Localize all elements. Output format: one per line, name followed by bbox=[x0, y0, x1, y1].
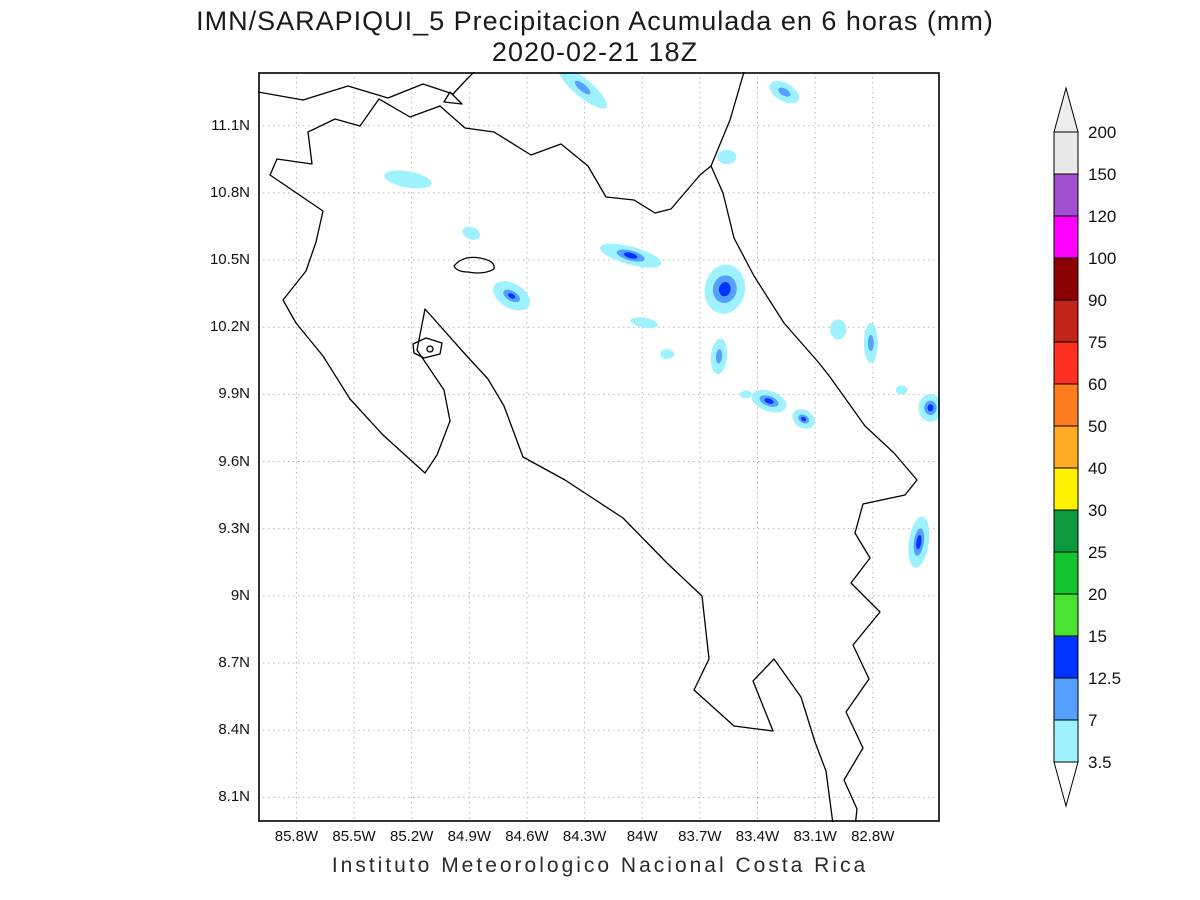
gridlines-layer bbox=[258, 72, 940, 822]
colorbar-label: 100 bbox=[1088, 249, 1116, 268]
colorbar-label: 90 bbox=[1088, 291, 1107, 310]
colorbar-label: 25 bbox=[1088, 543, 1107, 562]
colorbar-label: 120 bbox=[1088, 207, 1116, 226]
colorbar-label: 40 bbox=[1088, 459, 1107, 478]
lon-tick-label: 83.7W bbox=[678, 828, 722, 845]
precip-patch bbox=[717, 149, 737, 165]
colorbar-segment bbox=[1053, 719, 1079, 763]
colorbar-arrow-up-icon bbox=[1053, 86, 1079, 133]
isla-chira bbox=[412, 337, 443, 359]
precip-patch bbox=[384, 170, 432, 189]
lat-tick-label: 10.8N bbox=[209, 183, 250, 201]
lon-tick-label: 84W bbox=[626, 828, 658, 845]
lon-tick-label: 83.1W bbox=[793, 828, 837, 845]
precip-patch bbox=[719, 282, 731, 297]
lat-tick-label: 9N bbox=[230, 586, 250, 604]
map-frame bbox=[258, 72, 940, 822]
lake-arenal bbox=[453, 256, 495, 274]
costa-rica-outline bbox=[269, 98, 918, 822]
colorbar-arrow-down-icon bbox=[1053, 761, 1079, 808]
colorbar-label: 20 bbox=[1088, 585, 1107, 604]
colorbar-segment bbox=[1053, 383, 1079, 427]
lat-tick-label: 9.6N bbox=[218, 452, 250, 470]
colorbar-segment bbox=[1053, 635, 1079, 679]
coastline-layer bbox=[258, 72, 918, 822]
longitude-axis: 85.8W 85.5W 85.2W 84.9W 84.6W 84.3W 84W 83.7W 83… bbox=[258, 822, 940, 848]
colorbar-segment bbox=[1053, 425, 1079, 469]
costa-rica-map bbox=[258, 72, 940, 822]
colorbar-segment bbox=[1053, 551, 1079, 595]
precip-patch bbox=[778, 87, 791, 97]
lat-tick-label: 10.5N bbox=[209, 251, 250, 269]
colorbar-label: 150 bbox=[1088, 165, 1116, 184]
lon-tick-label: 85.2W bbox=[390, 828, 434, 845]
colorbar-segment bbox=[1053, 341, 1079, 385]
lat-tick-label: 9.9N bbox=[218, 385, 250, 403]
colorbar-label: 75 bbox=[1088, 333, 1107, 352]
precip-patch bbox=[916, 535, 922, 550]
latitude-axis: 11.1N 10.8N 10.5N 10.2N 9.9N 9.6N 9.3N 9N 8.7N 8.… bbox=[178, 72, 250, 822]
precip-patch bbox=[660, 349, 675, 360]
colorbar-label: 30 bbox=[1088, 501, 1107, 520]
colorbar-segment bbox=[1053, 173, 1079, 217]
lat-tick-label: 8.1N bbox=[218, 788, 250, 806]
colorbar-label: 200 bbox=[1088, 123, 1116, 142]
precip-patch bbox=[574, 80, 591, 95]
map-plot-area: 11.1N 10.8N 10.5N 10.2N 9.9N 9.6N 9.3N 9N 8.7N 8.… bbox=[210, 72, 940, 845]
precip-patch bbox=[830, 319, 847, 340]
chart-subtitle: 2020-02-21 18Z bbox=[491, 37, 699, 67]
precip-patch bbox=[895, 385, 908, 395]
lon-tick-label: 84.3W bbox=[562, 828, 607, 845]
lon-tick-label: 83.4W bbox=[735, 828, 780, 845]
precip-patch bbox=[630, 317, 658, 329]
lon-tick-label: 82.8W bbox=[851, 828, 895, 845]
precip-patch bbox=[764, 398, 774, 404]
colorbar-segment bbox=[1053, 467, 1079, 511]
colorbar-segment bbox=[1053, 677, 1079, 721]
colorbar-segment bbox=[1053, 215, 1079, 259]
colorbar-legend: 200 150 120 100 90 75 60 50 40 30 25 20 15 12.5 7 3.5 bbox=[1053, 86, 1121, 808]
lat-tick-label: 8.4N bbox=[218, 721, 250, 739]
precip-patch bbox=[801, 416, 807, 422]
colorbar-label: 50 bbox=[1088, 417, 1107, 436]
precip-patch bbox=[740, 390, 752, 399]
precip-patch bbox=[927, 404, 934, 412]
colorbar-segment bbox=[1053, 593, 1079, 637]
colorbar-segment bbox=[1053, 257, 1079, 301]
lat-tick-label: 8.7N bbox=[218, 654, 250, 672]
footer-caption: Instituto Meteorologico Nacional Costa R… bbox=[331, 854, 869, 877]
precip-patch bbox=[508, 293, 516, 299]
caribbean-coast-nicaragua bbox=[710, 72, 745, 167]
colorbar-label: 12.5 bbox=[1088, 669, 1121, 688]
lon-tick-label: 84.9W bbox=[447, 828, 491, 845]
colorbar-label: 3.5 bbox=[1088, 753, 1112, 772]
colorbar-label: 15 bbox=[1088, 627, 1107, 646]
chart-title: IMN/SARAPIQUI_5 Precipitacion Acumulada … bbox=[196, 6, 994, 36]
chira-lagoon bbox=[426, 345, 434, 353]
precip-patch bbox=[623, 252, 638, 259]
precipitation-layer bbox=[384, 72, 940, 568]
lat-tick-label: 10.2N bbox=[209, 318, 250, 336]
colorbar-segment bbox=[1053, 299, 1079, 343]
precip-patch bbox=[462, 226, 481, 240]
colorbar-segment bbox=[1053, 509, 1079, 553]
lon-tick-label: 84.6W bbox=[505, 828, 549, 845]
lat-tick-label: 9.3N bbox=[218, 519, 250, 537]
lon-tick-label: 85.8W bbox=[274, 828, 319, 845]
precip-patch bbox=[867, 334, 874, 351]
lat-tick-label: 11.1N bbox=[211, 116, 250, 134]
colorbar-label: 60 bbox=[1088, 375, 1107, 394]
colorbar-label: 7 bbox=[1088, 711, 1097, 730]
lake-nicaragua-shore bbox=[258, 72, 475, 101]
precip-patch bbox=[715, 349, 723, 364]
lake-island-icon bbox=[443, 91, 463, 105]
lon-tick-label: 85.5W bbox=[332, 828, 376, 845]
colorbar-segment bbox=[1053, 131, 1079, 175]
precip-patch bbox=[558, 72, 607, 109]
